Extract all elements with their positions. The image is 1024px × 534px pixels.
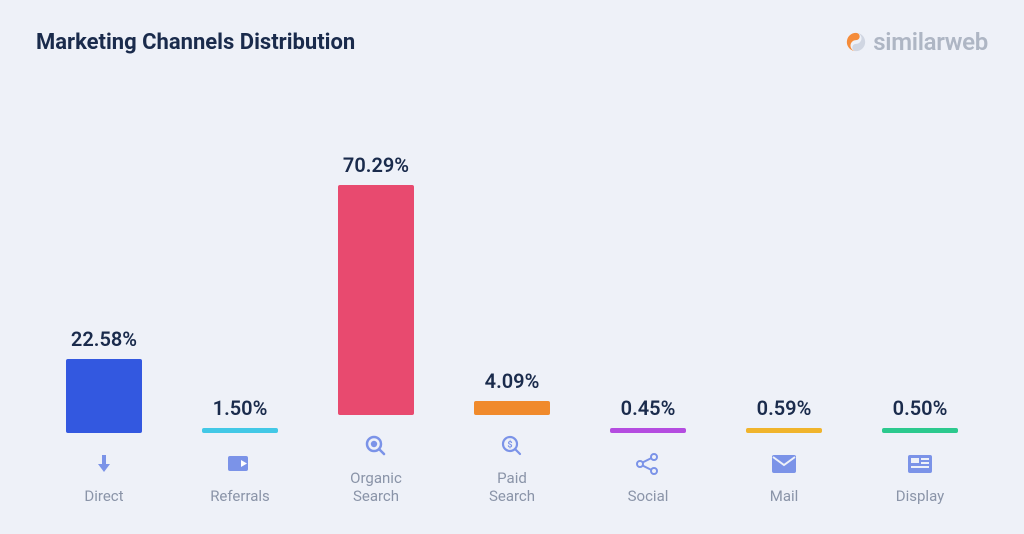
magnify-icon bbox=[364, 433, 388, 459]
chart-column: 70.29% Organic Search bbox=[308, 153, 444, 507]
chart-column: 0.59% Mail bbox=[716, 396, 852, 506]
bar bbox=[66, 359, 142, 433]
bar-value-label: 4.09% bbox=[485, 369, 540, 393]
referral-icon bbox=[227, 451, 253, 477]
bar-value-label: 0.50% bbox=[893, 396, 948, 420]
bar-category-label: Mail bbox=[770, 487, 799, 506]
bar bbox=[202, 428, 278, 433]
bar-chart: 22.58% Direct 1.50% Referrals 70.29% Org… bbox=[36, 100, 988, 506]
bar bbox=[882, 428, 958, 433]
bar bbox=[746, 428, 822, 433]
chart-column: 4.09% $ Paid Search bbox=[444, 369, 580, 506]
bar-category-label: Social bbox=[628, 487, 669, 506]
bar-category-label: Referrals bbox=[210, 487, 270, 506]
chart-column: 22.58% Direct bbox=[36, 327, 172, 506]
chart-column: 1.50% Referrals bbox=[172, 396, 308, 506]
bar-category-label: Organic Search bbox=[350, 469, 402, 507]
bar-value-label: 70.29% bbox=[343, 153, 409, 177]
brand-icon bbox=[845, 31, 867, 53]
display-icon bbox=[907, 451, 933, 477]
share-icon bbox=[635, 451, 661, 477]
bar bbox=[338, 185, 414, 415]
chart-column: 0.45% Social bbox=[580, 396, 716, 506]
magnify-dollar-icon: $ bbox=[500, 433, 524, 459]
bar-value-label: 1.50% bbox=[213, 396, 268, 420]
bar-value-label: 0.45% bbox=[621, 396, 676, 420]
svg-text:$: $ bbox=[507, 439, 512, 450]
bar-category-label: Paid Search bbox=[489, 469, 535, 507]
brand-logo: similarweb bbox=[845, 28, 988, 56]
chart-title: Marketing Channels Distribution bbox=[36, 30, 355, 55]
brand-text: similarweb bbox=[873, 28, 988, 56]
arrow-down-icon bbox=[92, 451, 116, 477]
chart-column: 0.50% Display bbox=[852, 396, 988, 506]
bar-value-label: 22.58% bbox=[71, 327, 137, 351]
bar bbox=[474, 401, 550, 414]
mail-icon bbox=[771, 451, 797, 477]
bar-category-label: Display bbox=[896, 487, 944, 506]
bar-category-label: Direct bbox=[84, 487, 123, 506]
bar-value-label: 0.59% bbox=[757, 396, 812, 420]
bar bbox=[610, 428, 686, 433]
